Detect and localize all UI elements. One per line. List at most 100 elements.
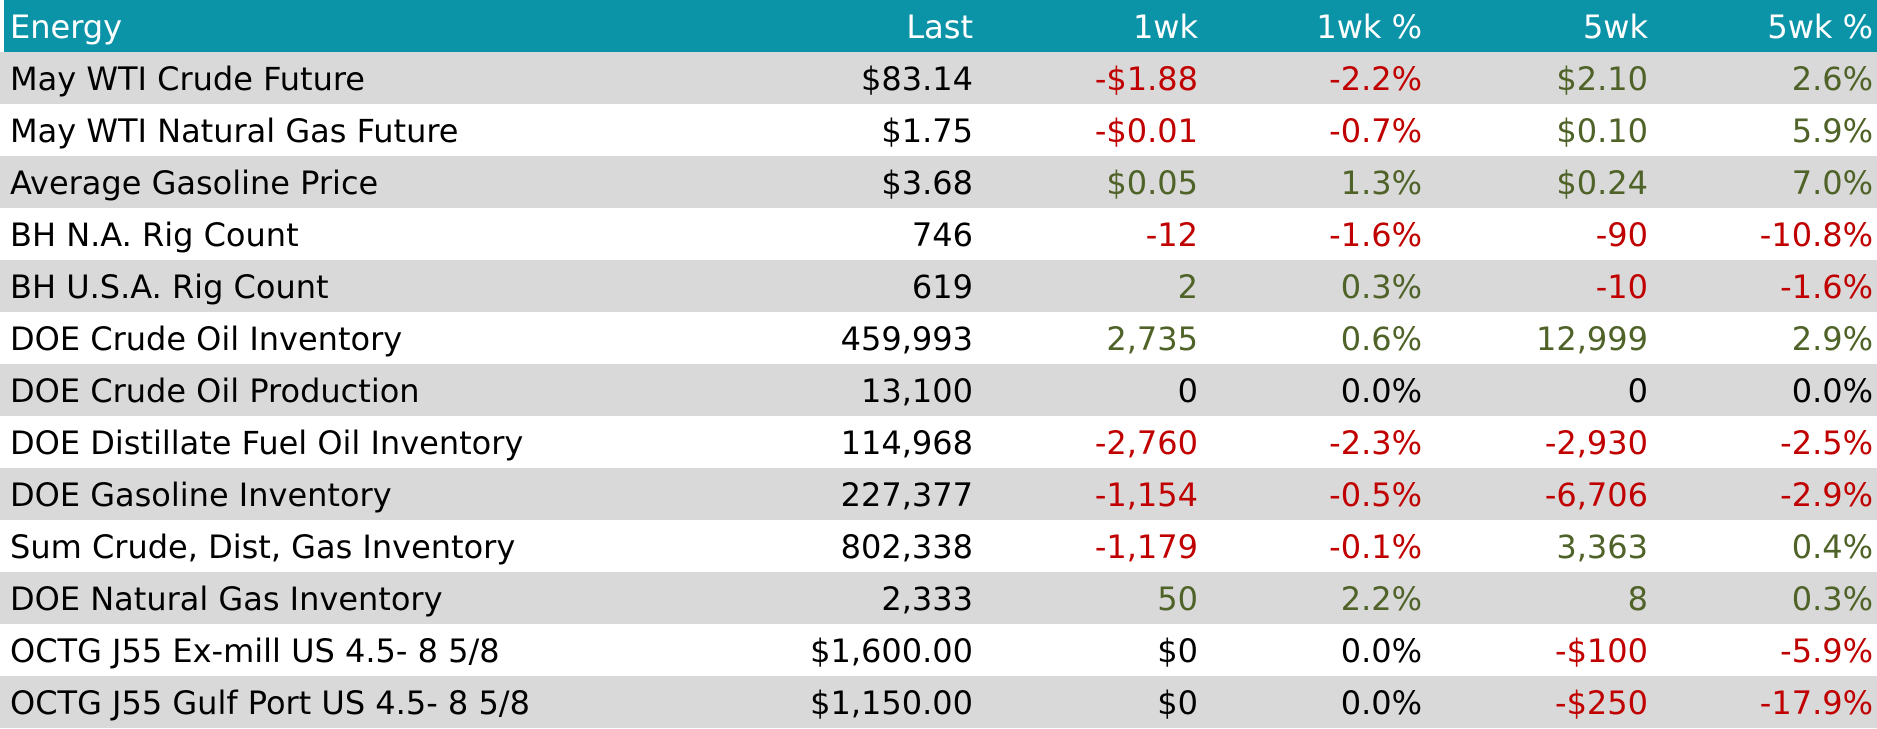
table-cell: $0 [1157,684,1198,722]
table-cell: 2 [1177,268,1198,306]
table-cell: -1.6% [1780,268,1873,306]
table-cell: DOE Gasoline Inventory [10,476,392,514]
table-cell: OCTG J55 Ex-mill US 4.5- 8 5/8 [10,632,500,670]
table-cell: 1.3% [1340,164,1422,202]
table-row: BH N.A. Rig Count 746 -12 -1.6% -90 -10.8% [0,208,1877,260]
table-row: DOE Gasoline Inventory 227,377 -1,154 -0.5%… [0,468,1877,520]
table-cell: 7.0% [1791,164,1873,202]
table-cell: 0 [1177,372,1198,410]
table-cell: DOE Crude Oil Inventory [10,320,403,358]
table-cell: $0.24 [1556,164,1648,202]
table-cell: DOE Distillate Fuel Oil Inventory [10,424,524,462]
table-cell: $0 [1157,632,1198,670]
table-cell: -2.3% [1329,424,1422,462]
table-cell: $2.10 [1556,60,1648,98]
table-cell: 114,968 [840,424,973,462]
table-cell: -10.8% [1759,216,1873,254]
table-cell: $0.05 [1106,164,1198,202]
table-cell: -1,179 [1094,528,1198,566]
table-row: May WTI Crude Future $83.14 -$1.88 -2.2% $2.… [0,52,1877,104]
table-cell: 619 [911,268,973,306]
table-cell: DOE Crude Oil Production [10,372,420,410]
table-cell: -90 [1595,216,1648,254]
table-cell: -2.9% [1780,476,1873,514]
table-cell: 0.3% [1340,268,1422,306]
table-cell: $1,150.00 [810,684,973,722]
table-cell: $83.14 [861,60,973,98]
table-cell: 0.6% [1340,320,1422,358]
table-cell: -17.9% [1759,684,1873,722]
header-cell: 5wk [1582,8,1648,46]
table-cell: 13,100 [861,372,973,410]
table-cell: OCTG J55 Gulf Port US 4.5- 8 5/8 [10,684,530,722]
table-cell: 0.0% [1340,684,1422,722]
table-row: DOE Distillate Fuel Oil Inventory 114,968… [0,416,1877,468]
table-cell: 0.0% [1791,372,1873,410]
table-cell: -0.1% [1329,528,1422,566]
table-row: OCTG J55 Gulf Port US 4.5- 8 5/8 $1,150.0… [0,676,1877,728]
table-cell: 2.6% [1791,60,1873,98]
table-cell: BH U.S.A. Rig Count [10,268,329,306]
table-cell: 0.3% [1791,580,1873,618]
table-cell: -12 [1145,216,1198,254]
header-row: Energy Last 1wk 1wk % 5wk 5wk % [0,0,1877,52]
table-row: OCTG J55 Ex-mill US 4.5- 8 5/8 $1,600.00 $… [0,624,1877,676]
table-cell: -10 [1595,268,1648,306]
table-cell: May WTI Crude Future [10,60,365,98]
header-cell: 1wk % [1316,8,1422,46]
table-row: DOE Crude Oil Inventory 459,993 2,735 0.6% 1… [0,312,1877,364]
table-row: May WTI Natural Gas Future $1.75 -$0.01 -0.… [0,104,1877,156]
table-cell: 0.0% [1340,372,1422,410]
table-cell: 0.4% [1791,528,1873,566]
table-cell: $1,600.00 [810,632,973,670]
table-cell: -6,706 [1544,476,1648,514]
table-cell: -0.5% [1329,476,1422,514]
table-row: Average Gasoline Price $3.68 $0.05 1.3% $0.2… [0,156,1877,208]
table-cell: 746 [911,216,973,254]
table-cell: -0.7% [1329,112,1422,150]
table-cell: May WTI Natural Gas Future [10,112,459,150]
table-cell: 3,363 [1556,528,1648,566]
header-cell: Last [906,8,973,46]
table-cell: -5.9% [1780,632,1873,670]
table-cell: 2.9% [1791,320,1873,358]
table-cell: 227,377 [840,476,973,514]
table-cell: Average Gasoline Price [10,164,379,202]
table-row: BH U.S.A. Rig Count 619 2 0.3% -10 -1.6% [0,260,1877,312]
table-cell: 2,735 [1106,320,1198,358]
table-cell: -2,760 [1094,424,1198,462]
table-cell: 459,993 [840,320,973,358]
table-cell: 5.9% [1791,112,1873,150]
header-cell: 1wk [1132,8,1198,46]
table-cell: BH N.A. Rig Count [10,216,299,254]
table-cell: 12,999 [1536,320,1648,358]
table-cell: -2.2% [1329,60,1422,98]
table-cell: $0.10 [1556,112,1648,150]
table-cell: 0.0% [1340,632,1422,670]
table-cell: -2.5% [1780,424,1873,462]
table-cell: DOE Natural Gas Inventory [10,580,443,618]
table-row: Sum Crude, Dist, Gas Inventory 802,338 -1,… [0,520,1877,572]
table-cell: -1,154 [1094,476,1198,514]
table-cell: 2,333 [881,580,973,618]
table-cell: -$250 [1555,684,1648,722]
table-cell: -$100 [1555,632,1648,670]
table-cell: -1.6% [1329,216,1422,254]
table-cell: -$0.01 [1094,112,1198,150]
table-row: DOE Crude Oil Production 13,100 0 0.0% 0 0.0% [0,364,1877,416]
table-cell: $3.68 [881,164,973,202]
table-cell: Sum Crude, Dist, Gas Inventory [10,528,516,566]
header-cell: Energy [10,8,123,46]
table-cell: $1.75 [881,112,973,150]
table-cell: -2,930 [1544,424,1648,462]
table-cell: 8 [1627,580,1648,618]
table-cell: 2.2% [1340,580,1422,618]
table-cell: -$1.88 [1094,60,1198,98]
table-cell: 50 [1157,580,1198,618]
header-cell: 5wk % [1767,8,1873,46]
table-row: DOE Natural Gas Inventory 2,333 50 2.2% 8 0.3… [0,572,1877,624]
table-cell: 802,338 [840,528,973,566]
table-cell: 0 [1627,372,1648,410]
